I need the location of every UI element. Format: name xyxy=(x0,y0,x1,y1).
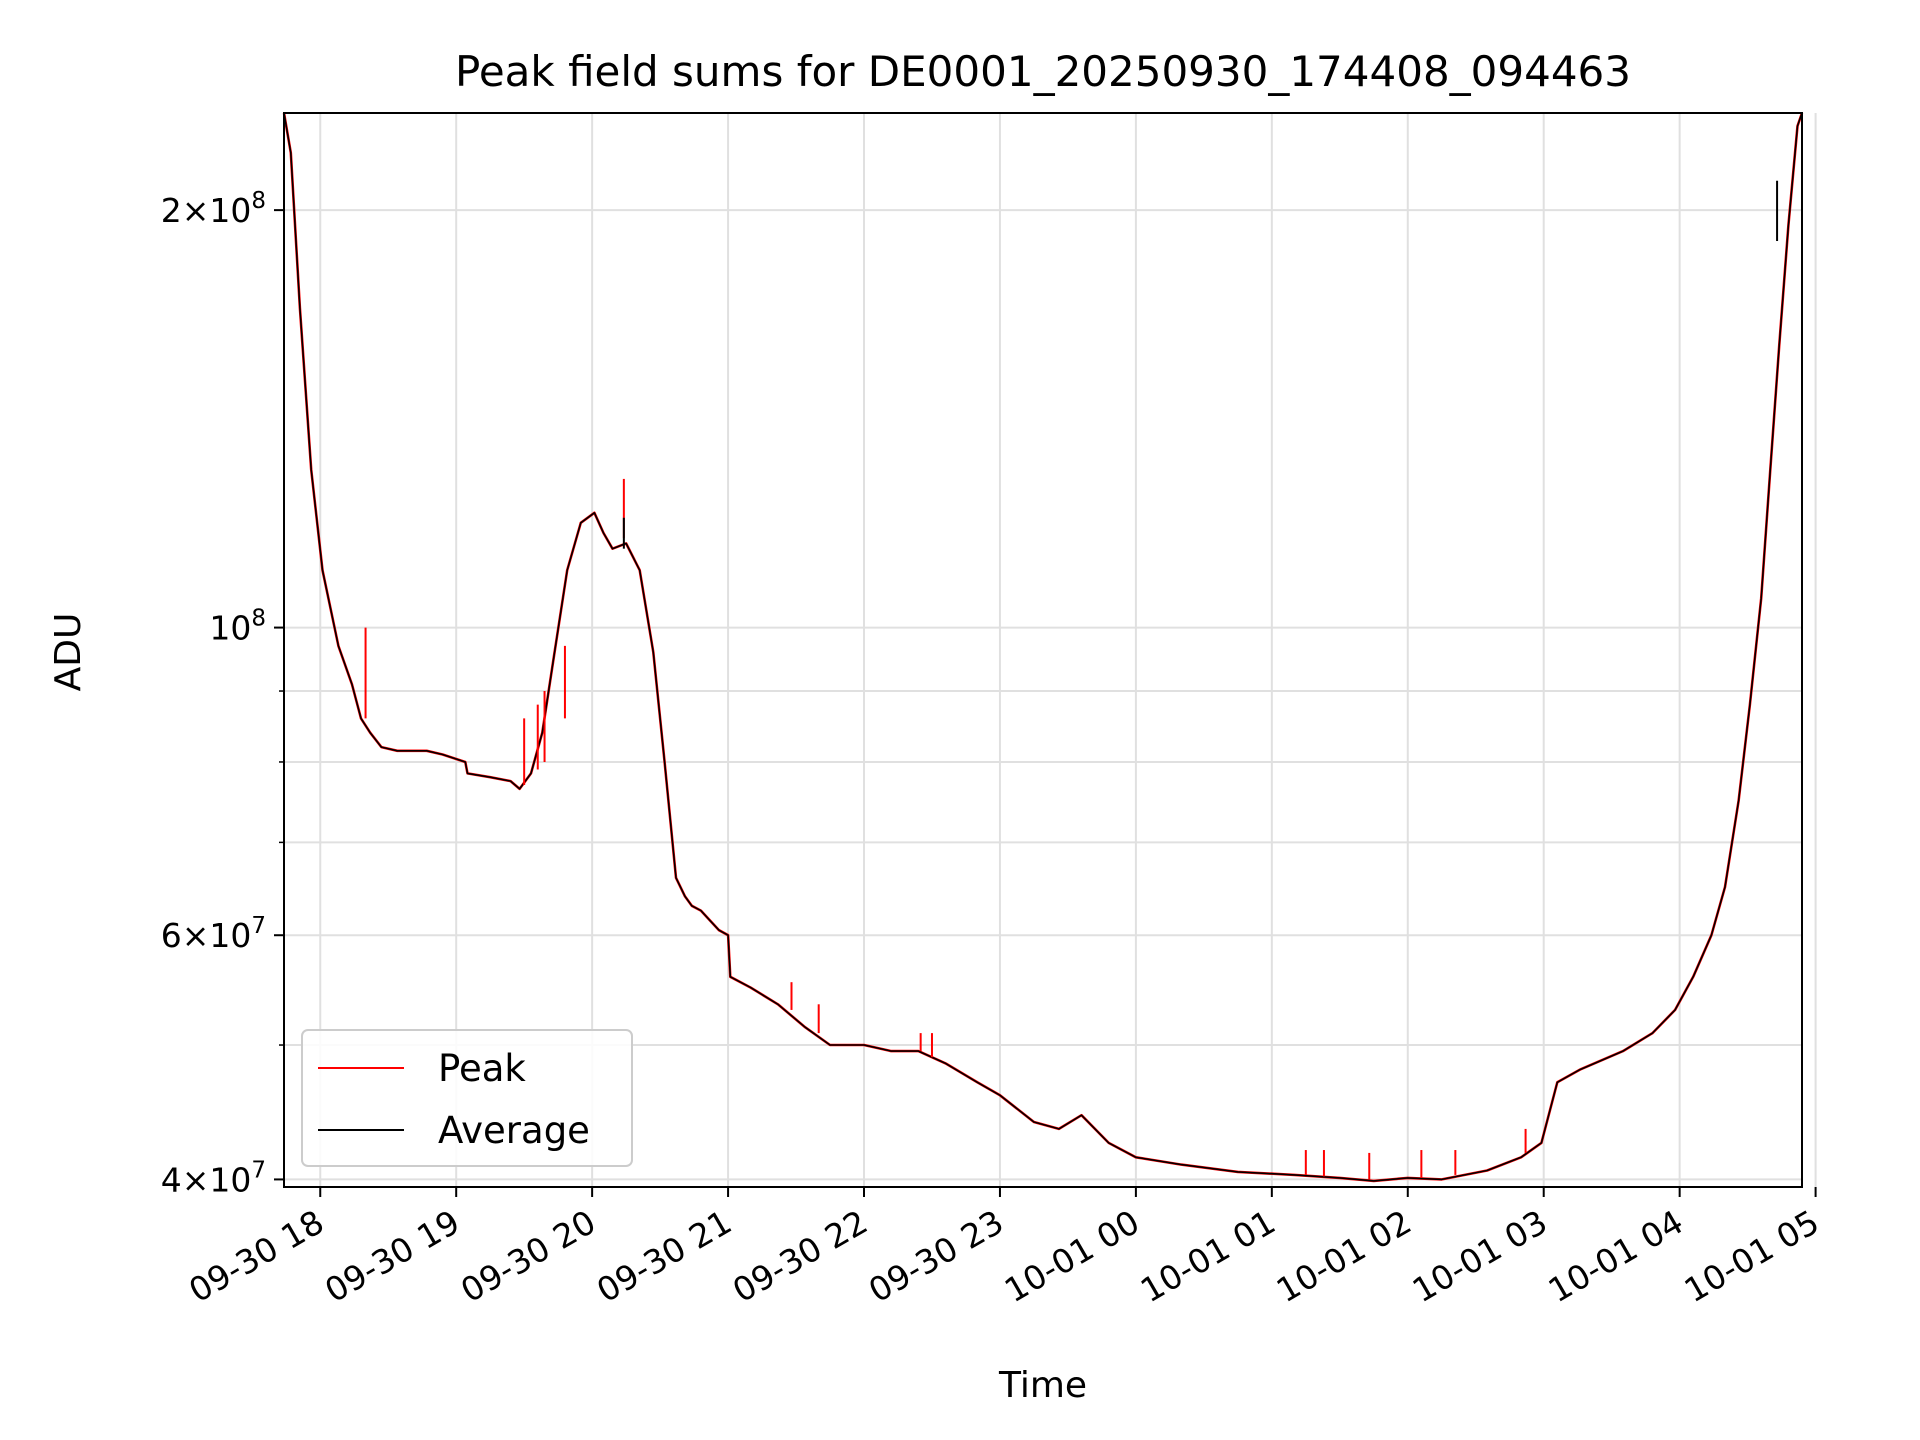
y-axis-label: ADU xyxy=(48,613,89,692)
plot-frame xyxy=(283,112,1803,1188)
x-tick-label: 09-30 23 xyxy=(862,1202,1010,1310)
legend-label: Average xyxy=(438,1109,590,1152)
y-tick-label: 108 xyxy=(209,606,266,648)
y-axis-ticks: 4×107 6×107 108 2×108 xyxy=(161,188,284,1199)
x-tick-label: 09-30 18 xyxy=(182,1202,330,1310)
chart-title: Peak field sums for DE0001_20250930_1744… xyxy=(455,47,1631,96)
series-line-peak xyxy=(282,112,1804,1183)
series-lines xyxy=(282,112,1804,1183)
series-spikes xyxy=(364,180,1779,1180)
x-tick-label: 09-30 21 xyxy=(590,1202,738,1310)
x-tick-label: 10-01 02 xyxy=(1270,1202,1418,1310)
legend: Peak Average xyxy=(301,1029,633,1167)
x-tick-label: 10-01 05 xyxy=(1678,1202,1826,1310)
y-tick-label: 4×107 xyxy=(161,1157,266,1199)
x-tick-label: 09-30 19 xyxy=(318,1202,466,1310)
x-tick-label: 10-01 03 xyxy=(1406,1202,1554,1310)
x-tick-label: 10-01 00 xyxy=(998,1202,1146,1310)
legend-box xyxy=(301,1029,633,1167)
y-tick-label: 2×108 xyxy=(161,188,266,230)
x-tick-label: 10-01 01 xyxy=(1134,1202,1282,1310)
x-tick-label: 09-30 22 xyxy=(726,1202,874,1310)
x-axis-label: Time xyxy=(998,1365,1087,1406)
grid-lines xyxy=(284,113,1817,1187)
y-tick-label: 6×107 xyxy=(161,913,266,955)
series-line-average xyxy=(283,112,1803,1182)
legend-label: Peak xyxy=(438,1047,526,1090)
x-tick-label: 10-01 04 xyxy=(1542,1202,1690,1310)
x-tick-label: 09-30 20 xyxy=(454,1202,602,1310)
